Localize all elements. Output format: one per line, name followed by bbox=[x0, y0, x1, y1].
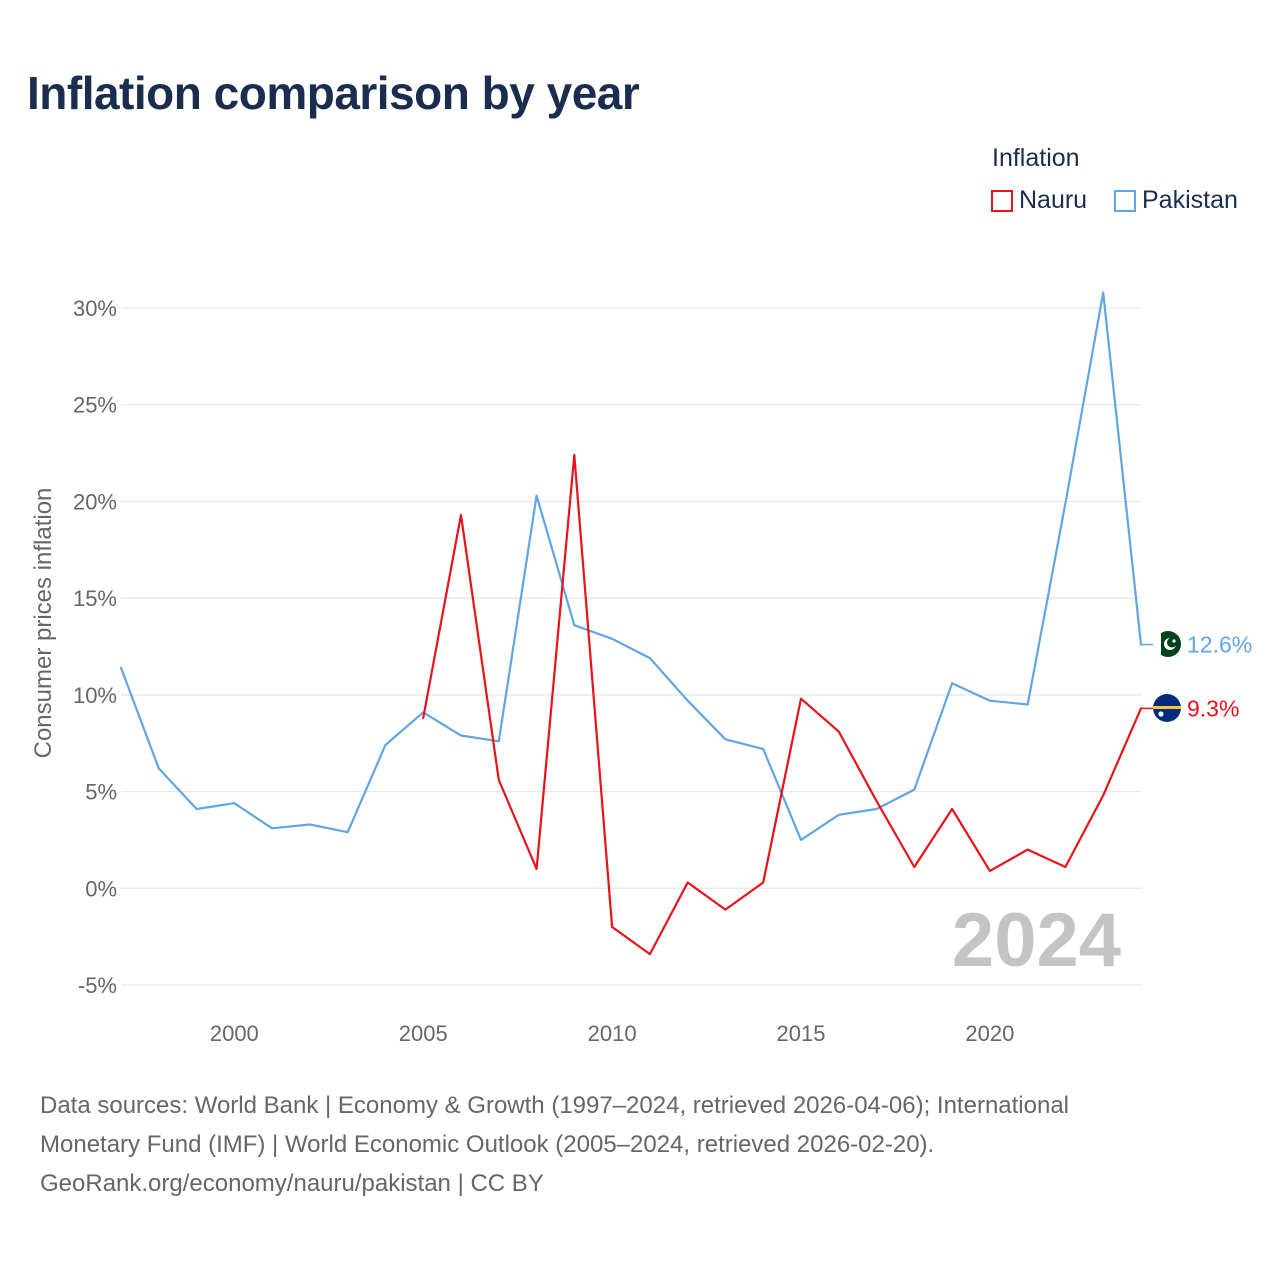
pakistan-flag-stripe bbox=[1155, 631, 1161, 657]
y-tick-label: 15% bbox=[73, 586, 117, 611]
series-line-pakistan[interactable] bbox=[119, 291, 1143, 842]
x-axis-ticks: 2000 2005 2010 2015 2020 bbox=[210, 1021, 1015, 1046]
year-watermark: 2024 bbox=[952, 898, 1121, 983]
legend-item-nauru[interactable]: Nauru bbox=[991, 186, 1087, 215]
legend-swatch-nauru bbox=[991, 189, 1013, 212]
legend-swatch-pakistan bbox=[1114, 189, 1136, 212]
y-tick-label: 20% bbox=[73, 489, 117, 514]
footer-line-2: Monetary Fund (IMF) | World Economic Out… bbox=[40, 1131, 935, 1158]
y-tick-label: 25% bbox=[73, 393, 117, 418]
footer-line-1: Data sources: World Bank | Economy & Gro… bbox=[40, 1092, 1070, 1119]
legend-title: Inflation bbox=[992, 144, 1080, 172]
y-axis-label: Consumer prices inflation bbox=[30, 488, 57, 759]
x-tick-label: 2000 bbox=[210, 1021, 259, 1046]
pakistan-flag-icon[interactable] bbox=[1155, 631, 1181, 657]
y-tick-label: 5% bbox=[85, 780, 117, 805]
y-axis-ticks: -5% 0% 5% 10% 15% 20% 25% 30% bbox=[73, 296, 117, 998]
x-tick-label: 2010 bbox=[588, 1021, 637, 1046]
legend-label-pakistan: Pakistan bbox=[1142, 186, 1238, 214]
chart-title: Inflation comparison by year bbox=[27, 67, 640, 119]
series-line-nauru[interactable] bbox=[422, 453, 1143, 956]
y-tick-label: 0% bbox=[85, 876, 117, 901]
y-tick-label: -5% bbox=[78, 973, 117, 998]
y-tick-label: 30% bbox=[73, 296, 117, 321]
legend-item-pakistan[interactable]: Pakistan bbox=[1114, 186, 1238, 215]
x-tick-label: 2005 bbox=[399, 1021, 448, 1046]
footer-line-3: GeoRank.org/economy/nauru/pakistan | CC … bbox=[40, 1170, 544, 1197]
gridlines bbox=[121, 307, 1141, 986]
nauru-flag-star bbox=[1158, 711, 1164, 717]
y-tick-label: 10% bbox=[73, 683, 117, 708]
end-label-nauru: 9.3% bbox=[1187, 695, 1239, 721]
nauru-flag-stripe bbox=[1153, 706, 1181, 709]
pakistan-flag-star bbox=[1172, 639, 1176, 643]
x-tick-label: 2015 bbox=[777, 1021, 826, 1046]
line-chart: Consumer prices inflation 2024 -5% 0% 5% 10… bbox=[30, 291, 1252, 1046]
pakistan-flag-crescent-cut bbox=[1167, 637, 1177, 648]
x-tick-label: 2020 bbox=[965, 1021, 1014, 1046]
footer-sources: Data sources: World Bank | Economy & Gro… bbox=[40, 1086, 1240, 1203]
series-group bbox=[119, 291, 1143, 956]
legend-label-nauru: Nauru bbox=[1019, 186, 1088, 214]
nauru-flag-icon[interactable] bbox=[1153, 694, 1181, 722]
end-label-pakistan: 12.6% bbox=[1187, 632, 1252, 658]
end-labels: 12.6% 9.3% bbox=[1141, 632, 1252, 721]
